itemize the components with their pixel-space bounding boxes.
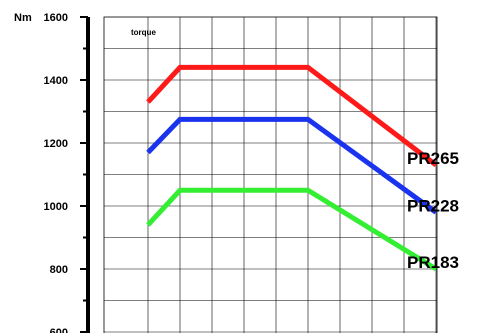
- y-tick-label: 1000: [44, 201, 68, 213]
- series-line-pr183: [146, 187, 438, 272]
- series-line-pr265: [146, 64, 438, 168]
- series-line-pr228: [146, 116, 438, 215]
- y-tick-label: 1200: [44, 138, 68, 150]
- panel-label: torque: [131, 28, 156, 37]
- y-tick-label: 1400: [44, 75, 68, 87]
- series-lines: [146, 64, 438, 272]
- y-tick-label: 600: [50, 327, 68, 333]
- plot-frame: [103, 16, 438, 333]
- y-tick-label: 1600: [44, 12, 68, 24]
- y-axis-unit-label: Nm: [14, 12, 32, 24]
- y-tick-label: 800: [50, 264, 68, 276]
- y-axis-ticks: 600 800 1000 1200 1400 1600: [44, 12, 88, 333]
- series-label-pr265: PR265: [407, 149, 459, 168]
- series-label-pr183: PR183: [407, 253, 459, 272]
- series-label-pr228: PR228: [407, 196, 459, 215]
- series-labels: PR265 PR228 PR183: [407, 149, 459, 272]
